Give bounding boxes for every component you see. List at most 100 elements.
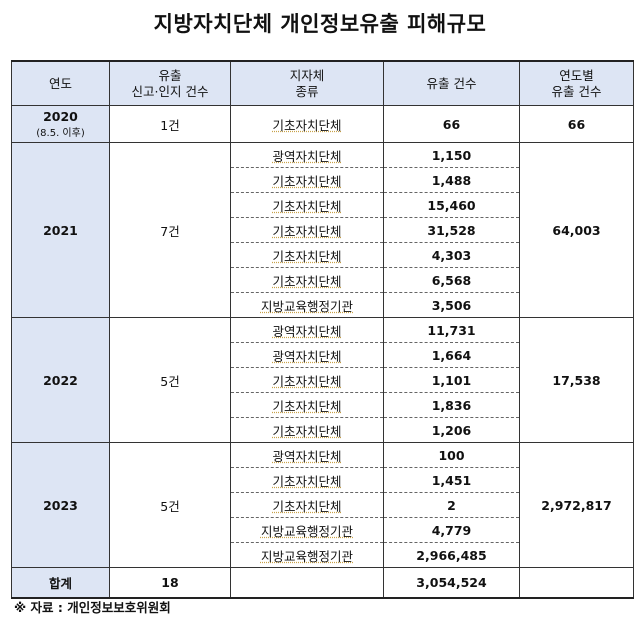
org-type-text: 기초자치단체 (272, 173, 342, 189)
org-type-cell: 기초자치단체 (230, 167, 384, 193)
org-type-text: 기초자치단체 (272, 498, 342, 514)
org-type-text: 광역자치단체 (272, 323, 342, 339)
year-text: 2023 (43, 497, 78, 513)
column-header: 유출 신고·인지 건수 (109, 60, 231, 106)
year-total-cell: 17,538 (519, 317, 634, 443)
org-type-text: 기초자치단체 (272, 248, 342, 264)
org-type-cell: 기초자치단체 (230, 105, 384, 143)
org-type-cell: 기초자치단체 (230, 267, 384, 293)
count-cell: 4,303 (383, 242, 520, 268)
count-cell: 2,966,485 (383, 542, 520, 568)
count-cell: 11,731 (383, 317, 520, 343)
year-cell: 2023 (11, 442, 110, 568)
leak-table: 연도 유출 신고·인지 건수 지자체 종류 유출 건수 연도별 유출 건수 2020 (8… (11, 60, 634, 599)
org-type-cell: 기초자치단체 (230, 242, 384, 268)
table-row: 기초자치단체 1,206 (12, 417, 634, 443)
year-text: 2020 (43, 109, 78, 124)
year-cell: 2022 (11, 317, 110, 443)
table-row: 지방교육행정기관 3,506 (12, 292, 634, 318)
total-count: 3,054,524 (383, 567, 520, 599)
table-row: 2022 5건 광역자치단체 11,731 17,538 (11, 317, 634, 443)
table-row: 기초자치단체 2 (12, 492, 634, 518)
table-row: 기초자치단체 4,303 (12, 242, 634, 268)
count-cell: 1,206 (383, 417, 520, 443)
table-row: 기초자치단체 1,101 (12, 367, 634, 393)
org-type-cell: 기초자치단체 (230, 417, 384, 443)
org-type-cell: 광역자치단체 (230, 317, 384, 343)
count-cell: 1,664 (383, 342, 520, 368)
org-type-text: 기초자치단체 (272, 473, 342, 489)
count-cell: 6,568 (383, 267, 520, 293)
org-type-text: 광역자치단체 (272, 448, 342, 464)
org-type-cell: 광역자치단체 (230, 442, 384, 468)
org-type-text: 기초자치단체 (272, 373, 342, 389)
year-cell: 2021 (11, 142, 110, 318)
table-row: 기초자치단체 1,488 (12, 167, 634, 193)
org-type-cell: 기초자치단체 (230, 392, 384, 418)
year-total-cell: 2,972,817 (519, 442, 634, 568)
year-text: 2021 (43, 222, 78, 238)
count-cell: 3,506 (383, 292, 520, 318)
table-row: 기초자치단체 6,568 (12, 267, 634, 293)
column-header: 유출 건수 (383, 60, 520, 106)
table-row: 지방교육행정기관 4,779 (12, 517, 634, 543)
org-type-text: 기초자치단체 (272, 117, 342, 133)
count-cell: 1,836 (383, 392, 520, 418)
year-note: (8.5. 이후) (36, 128, 85, 139)
count-cell: 31,528 (383, 217, 520, 243)
count-cell: 1,488 (383, 167, 520, 193)
table-row: 2020 (8.5. 이후) 1건 기초자치단체 66 66 (11, 105, 634, 143)
org-type-text: 기초자치단체 (272, 398, 342, 414)
org-type-text: 지방교육행정기관 (260, 523, 353, 539)
table-row: 2023 5건 광역자치단체 100 2,972,817 (11, 442, 634, 568)
total-empty (230, 567, 384, 599)
table-row: 기초자치단체 15,460 (12, 192, 634, 218)
org-type-cell: 기초자치단체 (230, 217, 384, 243)
table-row: 기초자치단체 1,451 (12, 467, 634, 493)
count-cell: 1,451 (383, 467, 520, 493)
year-cell: 2020 (8.5. 이후) (11, 105, 110, 143)
org-type-text: 기초자치단체 (272, 423, 342, 439)
table-row: 기초자치단체 31,528 (12, 217, 634, 243)
reports-cell: 7건 (109, 142, 231, 318)
org-type-text: 지방교육행정기관 (260, 298, 353, 314)
total-row: 합계 18 3,054,524 (11, 567, 634, 599)
total-reports: 18 (109, 567, 231, 599)
count-cell: 1,150 (383, 142, 520, 168)
org-type-text: 광역자치단체 (272, 148, 342, 164)
org-type-text: 기초자치단체 (272, 273, 342, 289)
year-text: 2022 (43, 372, 78, 388)
org-type-cell: 기초자치단체 (230, 492, 384, 518)
year-total-cell: 66 (519, 105, 634, 143)
org-type-cell: 기초자치단체 (230, 467, 384, 493)
page-title: 지방자치단체 개인정보유출 피해규모 (153, 12, 487, 36)
org-type-cell: 기초자치단체 (230, 367, 384, 393)
reports-cell: 5건 (109, 442, 231, 568)
org-type-text: 기초자치단체 (272, 198, 342, 214)
count-cell: 1,101 (383, 367, 520, 393)
org-type-cell: 지방교육행정기관 (230, 542, 384, 568)
year-total-cell: 64,003 (519, 142, 634, 318)
org-type-cell: 광역자치단체 (230, 342, 384, 368)
org-type-text: 지방교육행정기관 (260, 548, 353, 564)
total-label: 합계 (11, 567, 110, 599)
reports-cell: 5건 (109, 317, 231, 443)
column-header: 연도 (11, 60, 110, 106)
count-cell: 15,460 (383, 192, 520, 218)
org-type-cell: 광역자치단체 (230, 142, 384, 168)
table-row: 광역자치단체 1,664 (12, 342, 634, 368)
table-row: 2021 7건 광역자치단체 1,150 64,003 (11, 142, 634, 318)
org-type-text: 기초자치단체 (272, 223, 342, 239)
org-type-cell: 지방교육행정기관 (230, 292, 384, 318)
column-header: 연도별 유출 건수 (519, 60, 634, 106)
count-cell: 4,779 (383, 517, 520, 543)
source-note: ※ 자료 : 개인정보보호위원회 (14, 600, 171, 615)
table-row: 기초자치단체 1,836 (12, 392, 634, 418)
org-type-cell: 지방교육행정기관 (230, 517, 384, 543)
table-row: 지방교육행정기관 2,966,485 (12, 542, 634, 568)
count-cell: 100 (383, 442, 520, 468)
count-cell: 2 (383, 492, 520, 518)
org-type-text: 광역자치단체 (272, 348, 342, 364)
total-empty (519, 567, 634, 599)
org-type-cell: 기초자치단체 (230, 192, 384, 218)
